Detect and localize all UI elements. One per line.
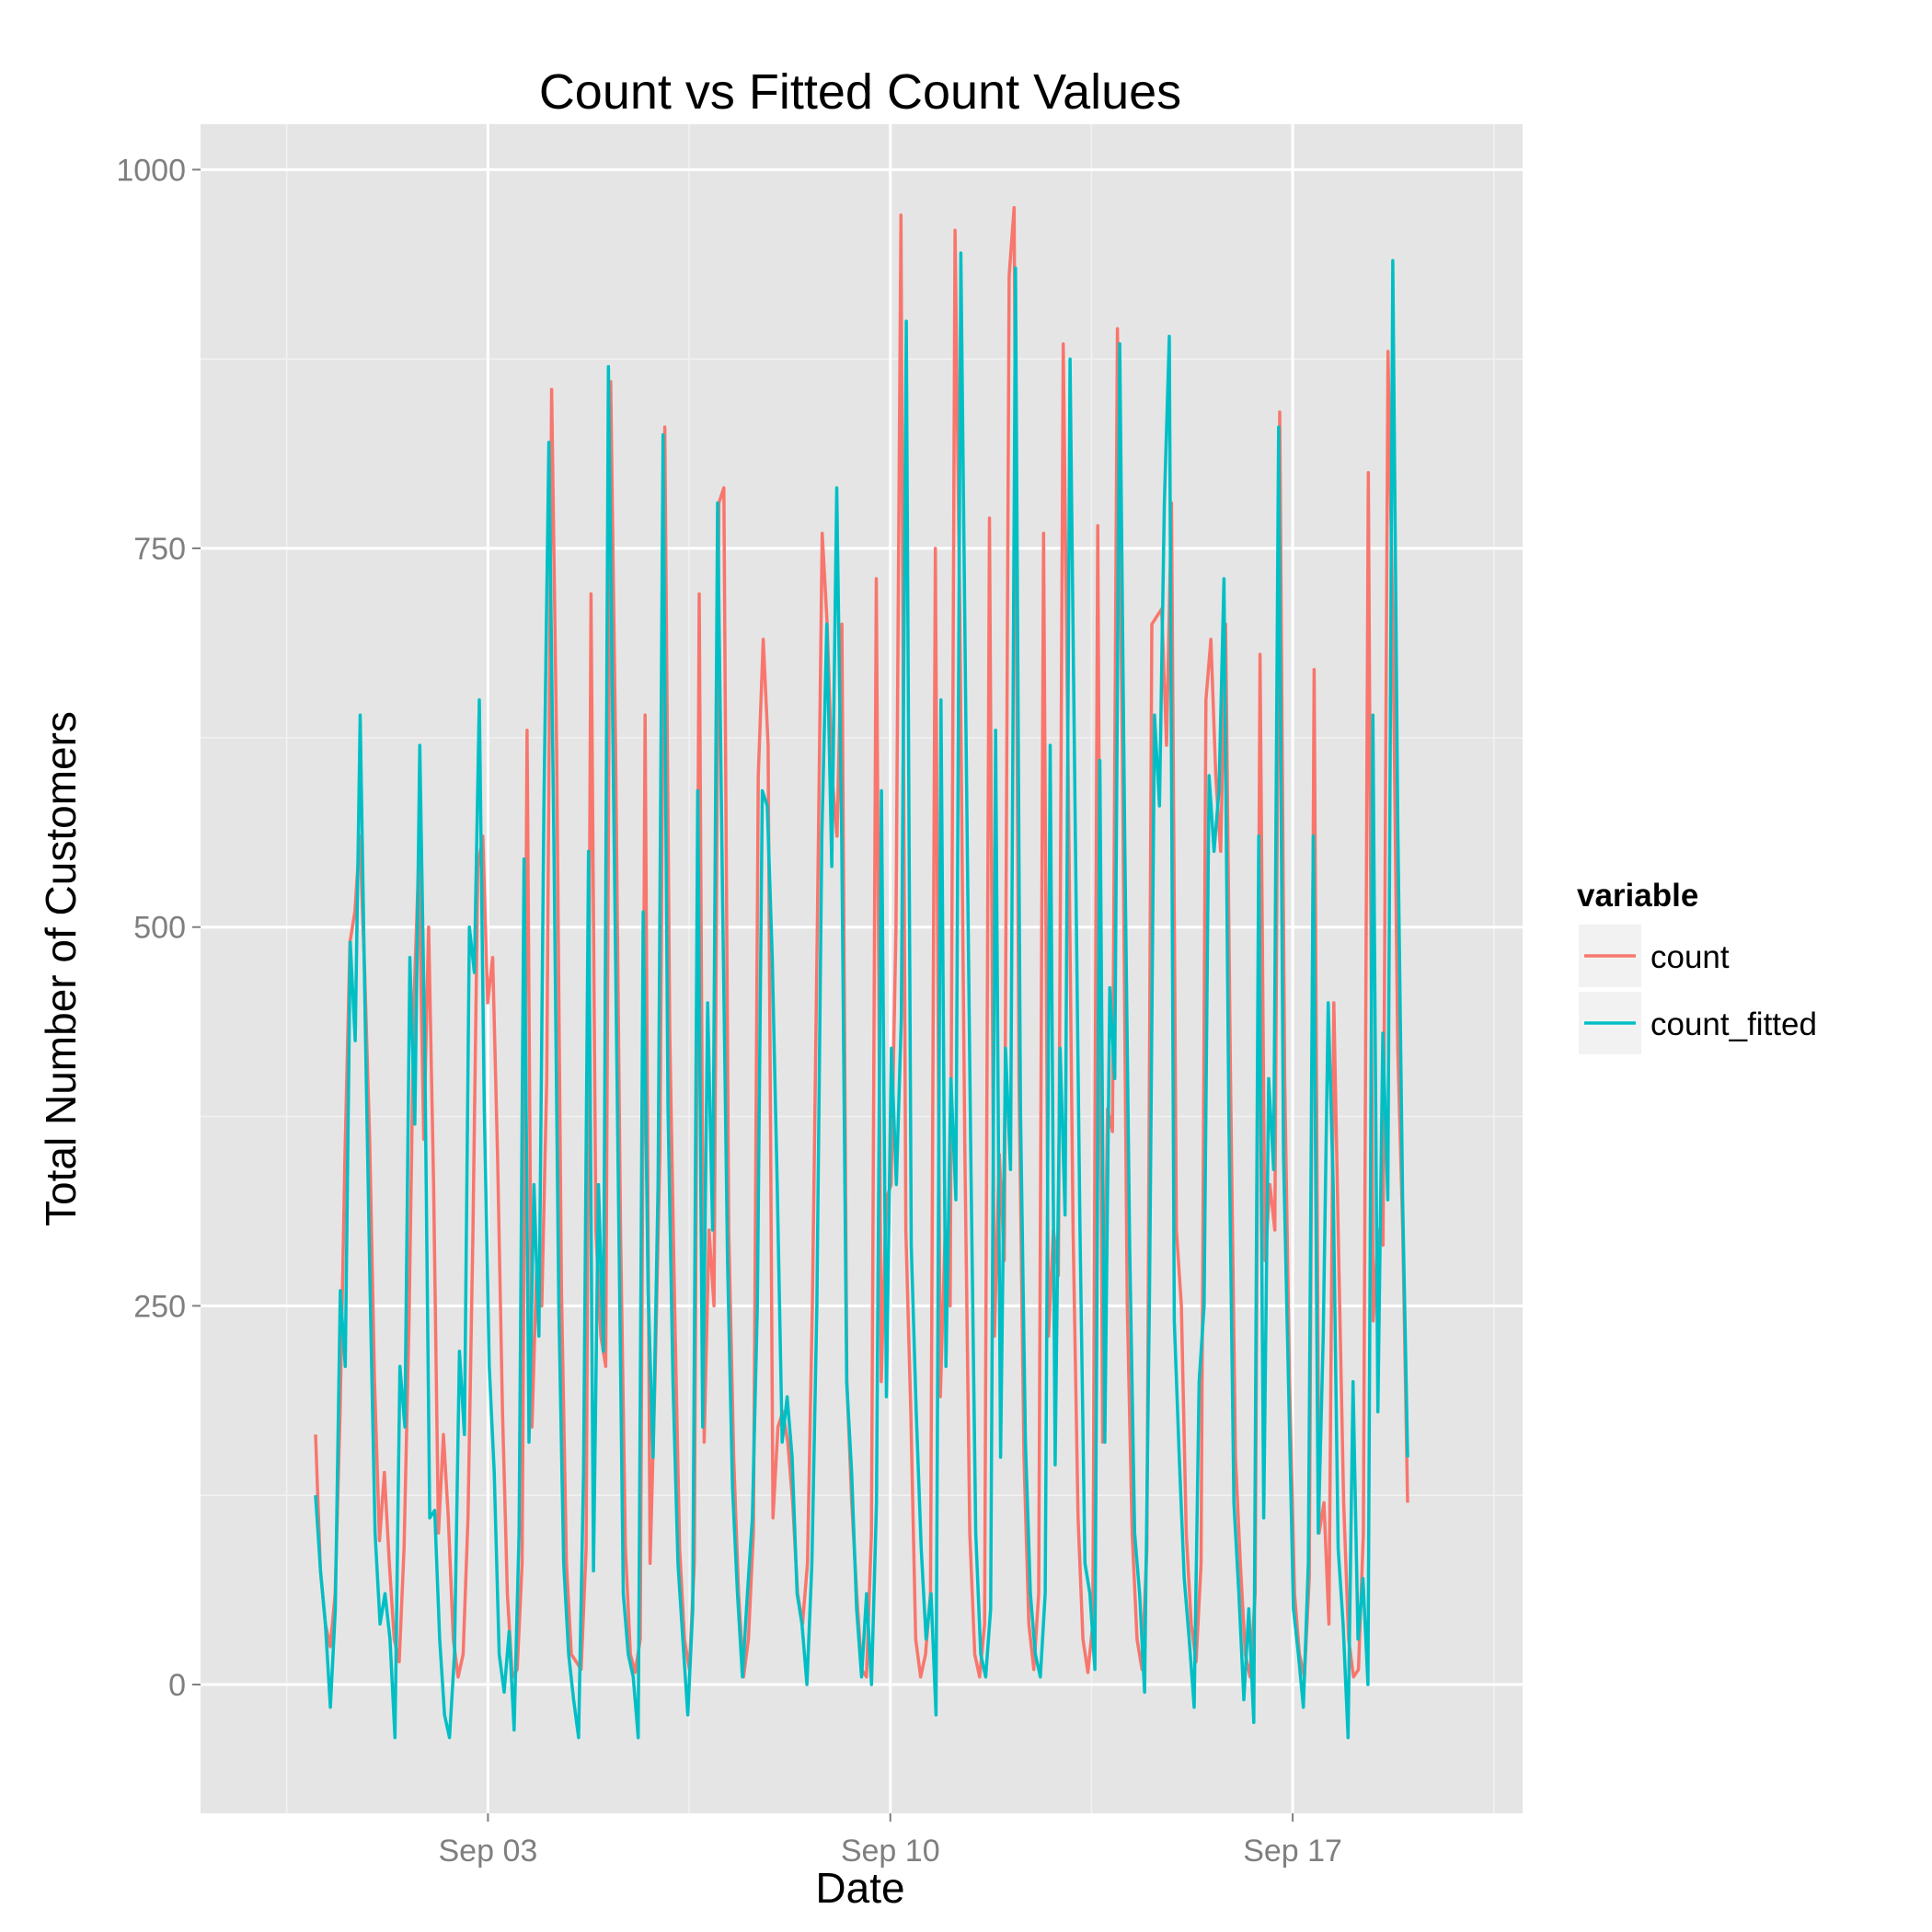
y-tick-label-750: 750 [133,532,186,567]
legend-title: variable [1577,878,1698,914]
y-tick-label-500: 500 [133,911,186,946]
y-axis: 0 250 500 750 1000 [116,153,201,1703]
x-axis-title: Date [815,1864,904,1912]
legend-label-count-fitted: count_fitted [1650,1006,1817,1042]
x-axis: Sep 03 Sep 10 Sep 17 [439,1813,1342,1869]
y-tick-label-0: 0 [168,1668,186,1703]
y-tick-label-250: 250 [133,1289,186,1324]
grid-minor [201,124,1523,1813]
y-axis-title: Total Number of Customers [37,711,85,1226]
y-tick-label-1000: 1000 [116,153,186,188]
x-tick-label-Sep 10: Sep 10 [841,1834,940,1869]
x-tick-label-Sep 03: Sep 03 [439,1834,538,1869]
x-tick-label-Sep 17: Sep 17 [1243,1834,1342,1869]
legend: variable count count_fitted [1577,878,1817,1054]
chart-title: Count vs Fitted Count Values [539,64,1181,120]
legend-label-count: count [1650,939,1730,975]
series-layer [314,205,1409,1740]
series-line-count-fitted [314,251,1409,1740]
